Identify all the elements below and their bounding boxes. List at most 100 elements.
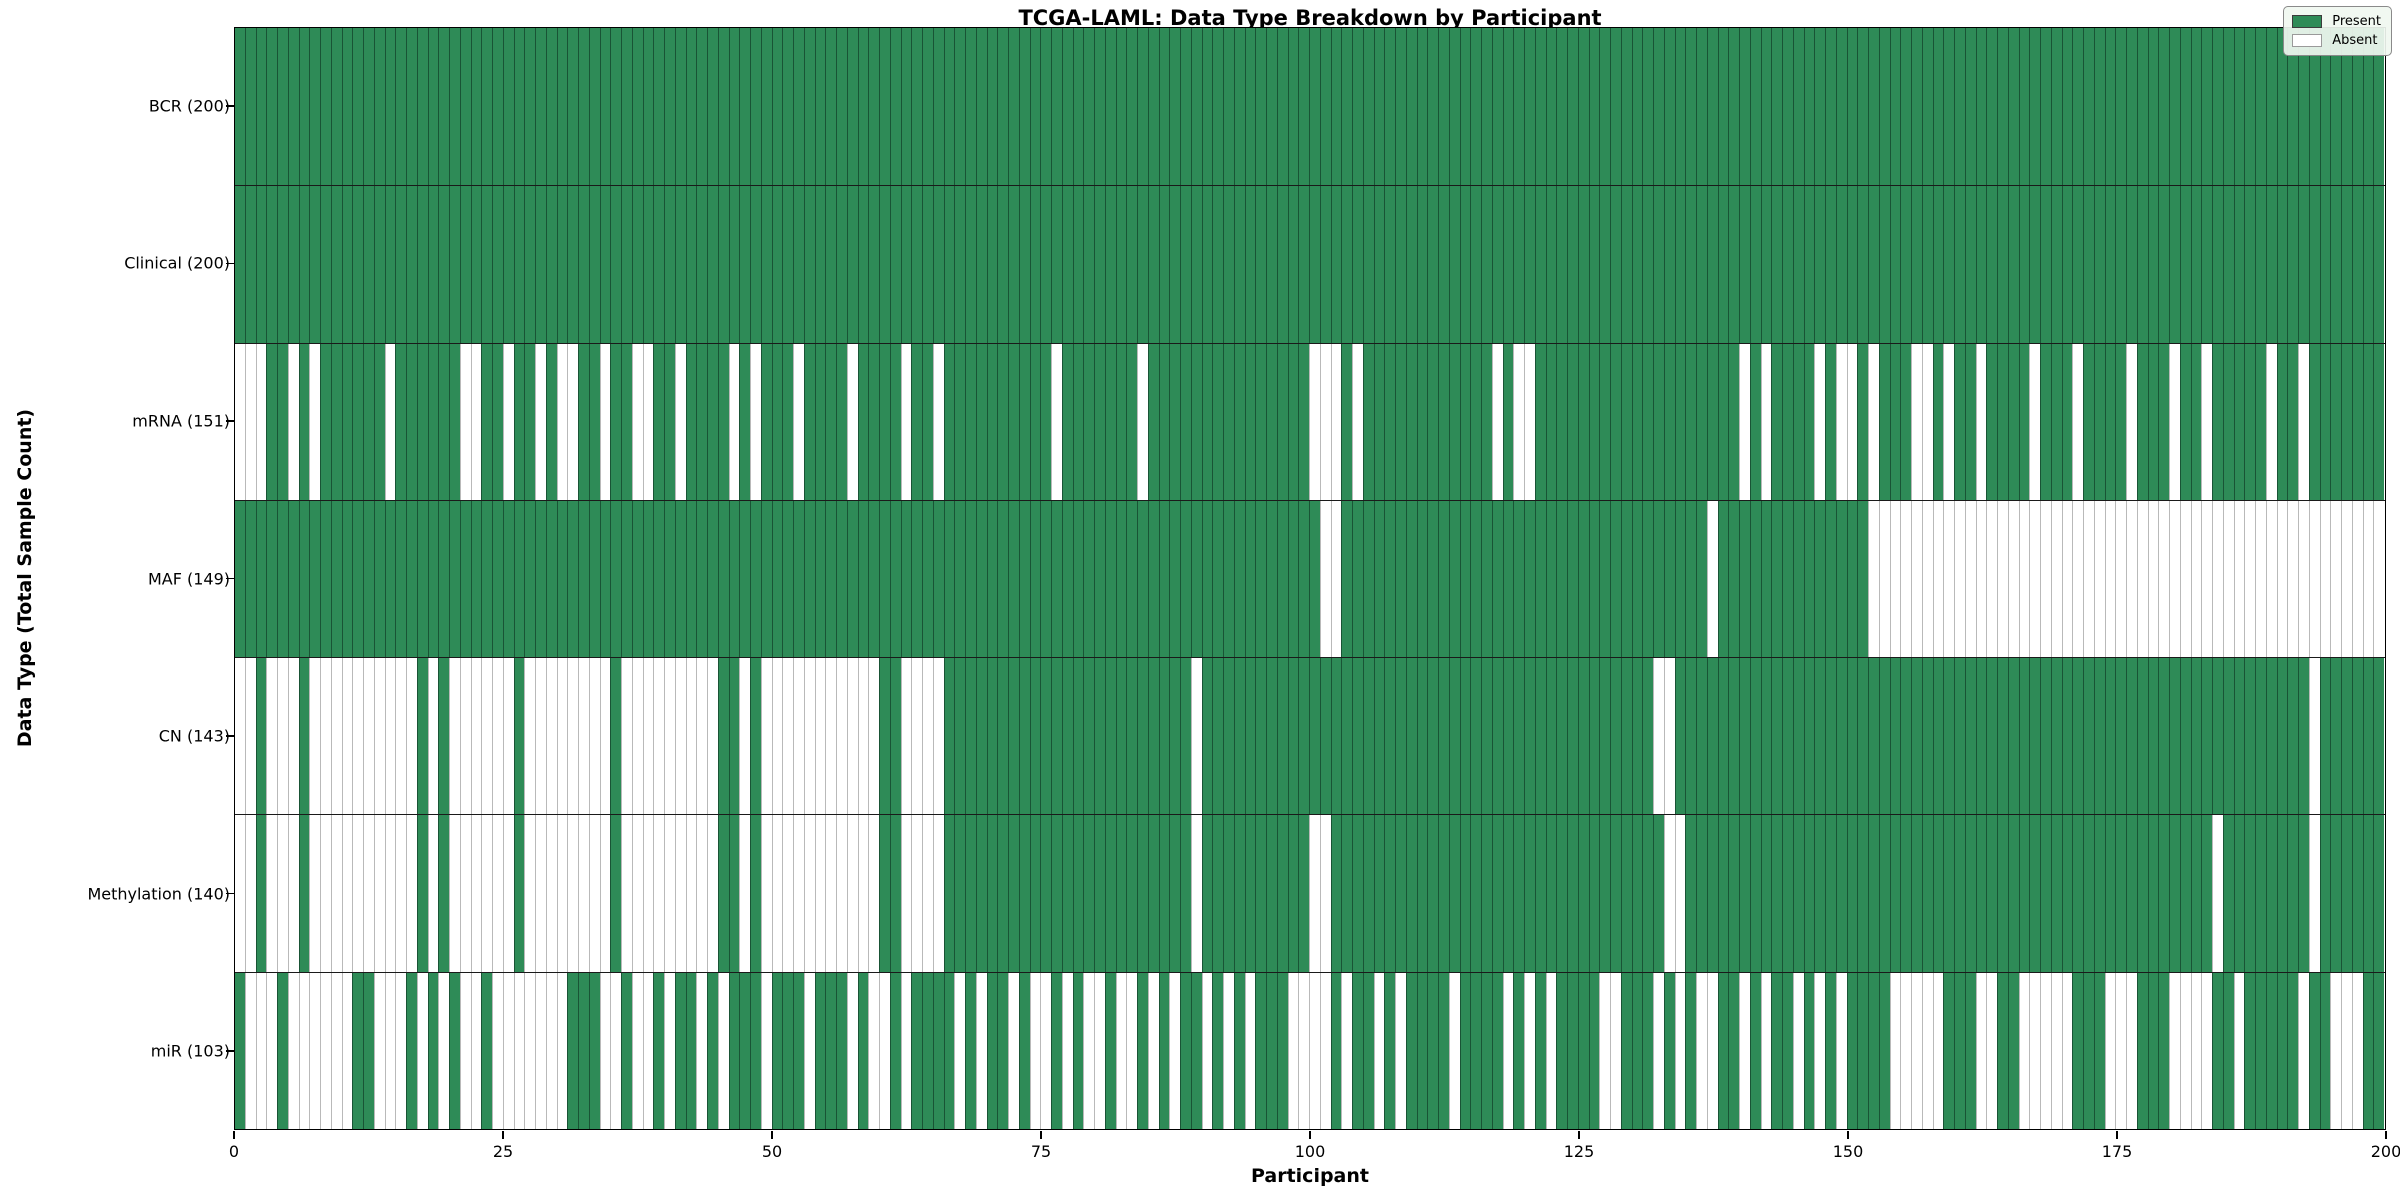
heatmap-cell [1782, 28, 1793, 186]
heatmap-cell [2362, 186, 2374, 343]
heatmap-cell [1416, 815, 1428, 972]
heatmap-cell [1642, 815, 1653, 972]
heatmap-cell [513, 658, 525, 815]
heatmap-cell [2201, 500, 2212, 658]
heatmap-cell [2136, 28, 2148, 186]
heatmap-cell [459, 658, 471, 815]
heatmap-cell [2093, 500, 2105, 658]
y-tick-mark [226, 577, 234, 580]
heatmap-cell [922, 972, 933, 1129]
heatmap-cell [1373, 815, 1385, 972]
heatmap-cell [1395, 972, 1406, 1129]
heatmap-cell [1029, 972, 1041, 1129]
heatmap-cell [2126, 343, 2137, 500]
heatmap-cell [438, 815, 449, 972]
heatmap-cell [1696, 186, 1707, 343]
heatmap-cell [793, 815, 804, 972]
heatmap-cell [2126, 815, 2137, 972]
heatmap-cell [1115, 343, 1127, 500]
heatmap-cell [309, 658, 320, 815]
heatmap-cell [739, 500, 750, 658]
heatmap-cell [911, 28, 922, 186]
heatmap-cell [2255, 500, 2266, 658]
heatmap-cell [1997, 972, 2008, 1129]
heatmap-cell [438, 343, 449, 500]
heatmap-cell [320, 500, 331, 658]
heatmap-cell [1814, 658, 1825, 815]
heatmap-cell [1104, 28, 1116, 186]
heatmap-cell [1427, 658, 1438, 815]
heatmap-cell [1427, 972, 1438, 1129]
heatmap-cell [298, 815, 310, 972]
heatmap-cell [900, 658, 912, 815]
heatmap-cell [2308, 343, 2320, 500]
heatmap-cell [814, 972, 826, 1129]
heatmap-cell [1534, 658, 1546, 815]
heatmap-cell [1169, 186, 1180, 343]
heatmap-cell [674, 186, 686, 343]
heatmap-cell [1341, 972, 1352, 1129]
heatmap-cell [965, 815, 976, 972]
heatmap-cell [1835, 500, 1847, 658]
heatmap-cell [1997, 186, 2008, 343]
heatmap-cell [2190, 343, 2202, 500]
heatmap-cell [545, 500, 557, 658]
heatmap-cell [2201, 815, 2212, 972]
heatmap-cell [2319, 658, 2331, 815]
heatmap-cell [1276, 186, 1288, 343]
heatmap-cell [556, 815, 568, 972]
heatmap-cell [1040, 28, 1051, 186]
heatmap-cell [2308, 658, 2320, 815]
heatmap-cell [524, 815, 535, 972]
heatmap-cell [857, 658, 869, 815]
heatmap-cell [524, 28, 535, 186]
heatmap-cell [1663, 343, 1675, 500]
heatmap-cell [492, 28, 503, 186]
heatmap-cell [803, 815, 815, 972]
heatmap-cell [2072, 815, 2083, 972]
heatmap-cell [954, 186, 965, 343]
heatmap-cell [642, 28, 654, 186]
heatmap-cell [1040, 343, 1051, 500]
heatmap-cell [674, 658, 686, 815]
heatmap-cell [911, 186, 922, 343]
heatmap-cell [879, 972, 890, 1129]
heatmap-cell [1696, 500, 1707, 658]
heatmap-cell [932, 28, 944, 186]
heatmap-cell [1094, 500, 1105, 658]
heatmap-cell [298, 972, 310, 1129]
heatmap-cell [1223, 343, 1234, 500]
heatmap-cell [717, 343, 729, 500]
heatmap-cell [1190, 815, 1202, 972]
heatmap-cell [2050, 343, 2062, 500]
heatmap-cell [954, 500, 965, 658]
heatmap-cell [481, 815, 492, 972]
heatmap-cell [1255, 28, 1266, 186]
heatmap-cell [1201, 815, 1213, 972]
heatmap-cell [1309, 972, 1320, 1129]
y-tick-mark [226, 262, 234, 265]
heatmap-cell [2179, 186, 2191, 343]
heatmap-cell [1180, 815, 1191, 972]
heatmap-cell [1384, 500, 1395, 658]
heatmap-cell [1029, 343, 1041, 500]
heatmap-cell [1212, 658, 1223, 815]
heatmap-cell [1040, 658, 1051, 815]
heatmap-cell [943, 972, 955, 1129]
heatmap-cell [470, 343, 482, 500]
heatmap-cell [1427, 500, 1438, 658]
heatmap-cell [2083, 815, 2094, 972]
heatmap-cell [1158, 815, 1170, 972]
heatmap-cell [1018, 658, 1030, 815]
heatmap-cell [406, 972, 417, 1129]
heatmap-cell [1567, 815, 1578, 972]
heatmap-cell [373, 186, 385, 343]
heatmap-cell [975, 28, 987, 186]
heatmap-cell [1739, 343, 1750, 500]
heatmap-cell [631, 28, 643, 186]
heatmap-cell [1513, 658, 1524, 815]
heatmap-cell [2007, 658, 2019, 815]
heatmap-cell [825, 28, 836, 186]
heatmap-cell [943, 658, 955, 815]
heatmap-cell [524, 186, 535, 343]
